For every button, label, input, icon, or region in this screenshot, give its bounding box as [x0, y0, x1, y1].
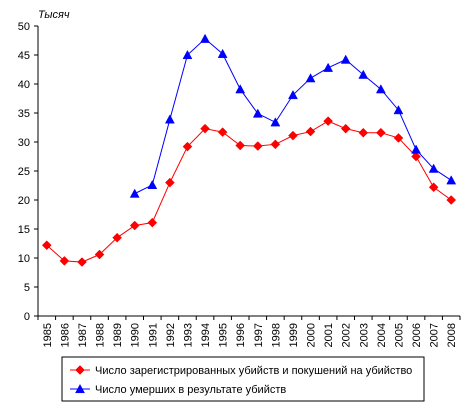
data-point-diamond — [376, 127, 386, 138]
data-point-triangle — [340, 54, 351, 64]
data-point-diamond — [147, 217, 158, 228]
data-point-diamond — [94, 249, 105, 260]
series-line — [134, 38, 452, 195]
y-tick-label: 35 — [18, 108, 30, 120]
data-point-triangle — [182, 49, 193, 60]
legend-box — [61, 356, 425, 402]
y-tick-label: 40 — [18, 79, 30, 91]
legend: Число зарегистрированных убийств и покуш… — [61, 356, 425, 402]
x-tick-label: 2008 — [446, 323, 458, 347]
legend-label: Число зарегистрированных убийств и покуш… — [95, 365, 412, 377]
series-layer — [41, 33, 457, 267]
data-point-triangle — [164, 114, 175, 124]
data-point-diamond — [305, 126, 316, 137]
data-point-diamond — [59, 256, 70, 266]
data-point-triangle — [305, 73, 316, 83]
data-point-triangle — [288, 89, 298, 100]
axes: 0 5 10 15 20 25 30 35 40 45 50 1985 1986 1987 1988 1989… — [18, 21, 461, 347]
data-point-triangle — [411, 144, 421, 154]
data-point-triangle — [252, 108, 263, 118]
data-point-triangle — [235, 84, 246, 94]
data-point-diamond — [446, 195, 457, 205]
x-tick-label: 1989 — [112, 323, 124, 347]
data-point-diamond — [200, 123, 210, 134]
data-point-diamond — [340, 123, 351, 134]
x-tick-label: 2005 — [393, 323, 405, 347]
x-tick-label: 2006 — [411, 323, 423, 347]
y-tick-label: 0 — [24, 311, 30, 323]
x-tick-label: 1987 — [77, 323, 89, 347]
y-tick-label: 10 — [18, 253, 30, 265]
x-tick-label: 2004 — [376, 323, 388, 347]
data-point-diamond — [182, 141, 193, 152]
data-point-triangle — [428, 163, 439, 173]
data-point-diamond — [393, 133, 404, 143]
data-point-triangle — [200, 33, 210, 43]
y-tick-label: 15 — [18, 224, 30, 236]
y-tick-label: 25 — [18, 166, 30, 178]
x-tick-label: 1993 — [182, 323, 194, 347]
x-tick-label: 1988 — [95, 323, 107, 347]
data-point-diamond — [217, 127, 228, 137]
y-tick-label: 5 — [24, 282, 30, 294]
data-point-triangle — [129, 188, 140, 198]
data-point-diamond — [129, 220, 140, 231]
legend-label: Число умерших в результате убийств — [95, 384, 286, 396]
x-tick-label: 1995 — [218, 323, 230, 347]
data-point-triangle — [393, 105, 404, 115]
data-point-triangle — [323, 62, 334, 72]
data-point-diamond — [323, 116, 333, 126]
y-tick-label: 50 — [18, 21, 30, 33]
x-tick-label: 2002 — [341, 323, 353, 347]
x-tick-label: 1994 — [200, 323, 212, 347]
data-point-triangle — [270, 117, 281, 127]
y-tick-label: 45 — [18, 50, 30, 62]
data-point-triangle — [147, 179, 158, 189]
data-point-diamond — [270, 139, 281, 150]
data-point-diamond — [165, 177, 175, 188]
x-tick-label: 2000 — [306, 323, 318, 347]
data-point-diamond — [252, 141, 263, 151]
data-point-triangle — [75, 383, 85, 394]
x-tick-label: 1996 — [235, 323, 247, 347]
x-tick-label: 1997 — [253, 323, 265, 347]
x-tick-label: 1999 — [288, 323, 300, 347]
y-tick-label: 30 — [18, 137, 30, 149]
x-tick-label: 2003 — [358, 323, 370, 347]
x-tick-label: 1986 — [59, 323, 71, 347]
x-tick-label: 1990 — [130, 323, 142, 347]
y-tick-label: 20 — [18, 195, 30, 207]
x-tick-label: 2007 — [429, 323, 441, 347]
data-point-triangle — [217, 48, 228, 58]
x-tick-label: 1998 — [270, 323, 282, 347]
x-tick-label: 1992 — [165, 323, 177, 347]
data-point-diamond — [411, 151, 421, 162]
series-2 — [129, 33, 457, 198]
data-point-diamond — [41, 240, 52, 251]
series-1 — [41, 116, 457, 267]
data-point-diamond — [235, 140, 246, 151]
x-tick-label: 1985 — [42, 323, 54, 347]
x-tick-label: 2001 — [323, 323, 335, 347]
data-point-diamond — [77, 257, 87, 267]
data-point-diamond — [358, 127, 369, 138]
data-point-diamond — [112, 232, 122, 243]
data-point-triangle — [358, 69, 369, 79]
x-tick-label: 1991 — [147, 323, 159, 347]
data-point-diamond — [75, 365, 85, 375]
series-line — [46, 120, 452, 263]
data-point-triangle — [446, 175, 457, 185]
y-unit-label: Тысяч — [38, 9, 70, 21]
data-point-diamond — [428, 182, 439, 193]
data-point-diamond — [288, 130, 298, 141]
data-point-triangle — [375, 84, 386, 94]
